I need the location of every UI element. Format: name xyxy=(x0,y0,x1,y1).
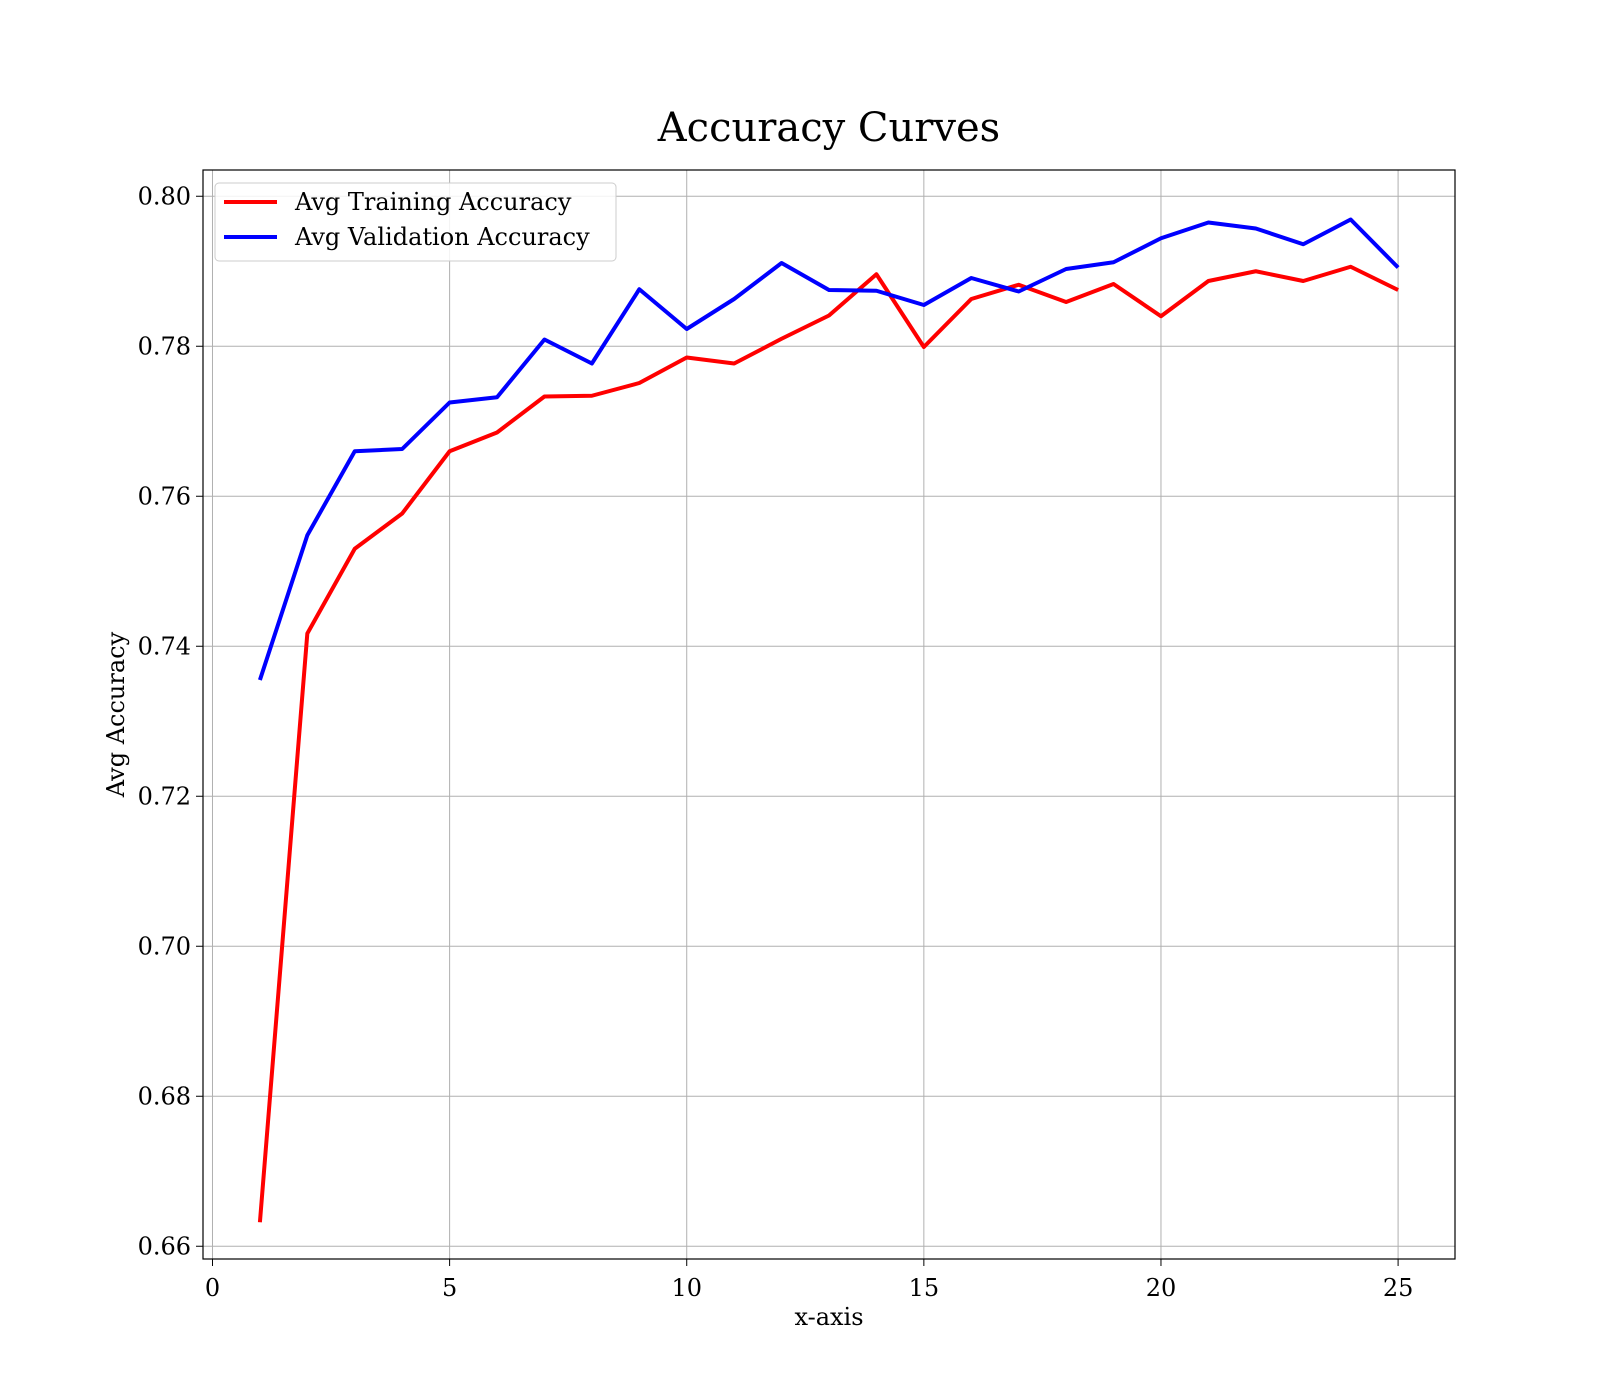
y-tick-label: 0.76 xyxy=(138,482,191,510)
training-accuracy-point xyxy=(1254,269,1258,273)
validation-accuracy-point xyxy=(258,678,262,682)
legend-box xyxy=(214,182,617,262)
validation-accuracy-point xyxy=(732,297,736,301)
training-accuracy-point xyxy=(637,381,641,385)
training-accuracy-point xyxy=(590,394,594,398)
grid xyxy=(203,170,1455,1259)
legend-label-training: Avg Training Accuracy xyxy=(294,188,572,216)
validation-accuracy-point xyxy=(922,303,926,307)
training-accuracy-line xyxy=(257,264,1399,1223)
validation-accuracy-point xyxy=(448,401,452,405)
training-accuracy-point xyxy=(685,356,689,360)
validation-accuracy-point xyxy=(780,261,784,265)
training-accuracy-point xyxy=(780,337,784,341)
validation-accuracy-point xyxy=(1017,290,1021,294)
validation-accuracy-line xyxy=(258,217,1400,681)
validation-accuracy-point xyxy=(1254,227,1258,231)
x-tick-label: 25 xyxy=(1383,1274,1414,1302)
validation-accuracy-point xyxy=(353,449,357,453)
validation-accuracy-point xyxy=(874,289,878,293)
validation-accuracy-point xyxy=(637,287,641,291)
training-accuracy-point xyxy=(1301,279,1305,283)
training-accuracy-point xyxy=(969,297,973,301)
validation-accuracy-point xyxy=(305,533,309,537)
validation-accuracy-point xyxy=(827,288,831,292)
y-tick-label: 0.66 xyxy=(138,1232,191,1260)
validation-accuracy-point xyxy=(1301,242,1305,246)
x-tick-label: 15 xyxy=(909,1274,940,1302)
validation-accuracy-point xyxy=(1396,266,1400,270)
legend-label-validation: Avg Validation Accuracy xyxy=(294,223,590,251)
training-accuracy-point xyxy=(542,395,546,399)
validation-accuracy-point xyxy=(495,395,499,399)
chart-title: Accuracy Curves xyxy=(657,105,1000,151)
validation-accuracy-point xyxy=(1349,218,1353,222)
training-accuracy-point xyxy=(1064,300,1068,304)
training-accuracy-point xyxy=(400,512,404,516)
training-accuracy-point xyxy=(258,1220,262,1224)
validation-accuracy-point xyxy=(590,362,594,366)
validation-accuracy-point xyxy=(1112,260,1116,264)
y-tick-label: 0.70 xyxy=(138,932,191,960)
validation-accuracy-point xyxy=(685,327,689,331)
training-accuracy-point xyxy=(922,345,926,349)
training-accuracy-point xyxy=(448,449,452,453)
training-accuracy-point xyxy=(874,272,878,276)
validation-accuracy-point xyxy=(400,447,404,451)
y-tick-label: 0.74 xyxy=(138,632,191,660)
training-accuracy-point xyxy=(353,547,357,551)
training-accuracy-point xyxy=(1017,283,1021,287)
training-accuracy-point xyxy=(305,632,309,636)
x-tick-label: 20 xyxy=(1146,1274,1177,1302)
training-accuracy-point xyxy=(1159,314,1163,318)
training-accuracy-point xyxy=(1349,265,1353,269)
validation-accuracy-point xyxy=(1159,236,1163,240)
validation-accuracy-point xyxy=(969,276,973,280)
y-tick-label: 0.68 xyxy=(138,1082,191,1110)
y-tick-label: 0.80 xyxy=(138,182,191,210)
y-axis-label: Avg Accuracy xyxy=(102,631,130,798)
validation-accuracy-point xyxy=(542,338,546,342)
training-accuracy-point xyxy=(1206,279,1210,283)
legend: Avg Training Accuracy Avg Validation Accu… xyxy=(214,182,617,262)
x-axis-label: x-axis xyxy=(794,1303,863,1331)
training-accuracy-point xyxy=(732,362,736,366)
x-tick-label: 10 xyxy=(671,1274,702,1302)
plot-area-frame xyxy=(202,169,1456,1260)
x-tick-label: 0 xyxy=(205,1274,220,1302)
training-accuracy-point xyxy=(1396,288,1400,292)
y-tick-label: 0.78 xyxy=(138,332,191,360)
x-tick-label: 5 xyxy=(442,1274,457,1302)
series-lines xyxy=(257,217,1400,1224)
y-tick-label: 0.72 xyxy=(138,782,191,810)
validation-accuracy-point xyxy=(1206,221,1210,225)
training-accuracy-point xyxy=(1112,282,1116,286)
training-accuracy-point xyxy=(495,431,499,435)
axis-ticks: 0 5 10 15 20 25 0.66 0.68 0.70 0.72 0.74 0.76 0.78 0.… xyxy=(138,182,1414,1302)
validation-accuracy-point xyxy=(1064,267,1068,271)
training-accuracy-point xyxy=(827,314,831,318)
